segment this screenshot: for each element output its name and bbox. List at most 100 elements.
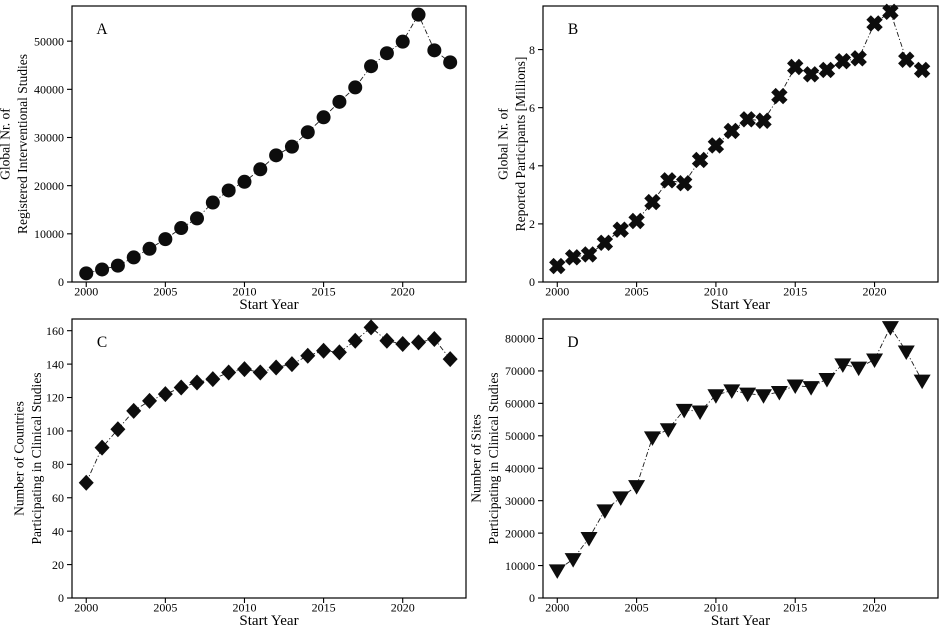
y-axis-label-line2: Participating in Clinical Studies (29, 372, 44, 544)
data-point-marker-triangle-down (770, 385, 788, 401)
y-tick-label: 80000 (505, 332, 535, 346)
data-point-marker-x (549, 257, 566, 275)
data-point-marker-x (882, 3, 899, 21)
data-point-marker-diamond (252, 364, 268, 381)
data-point-marker-triangle-down (834, 358, 852, 373)
x-tick-label: 2000 (545, 601, 569, 615)
data-point-marker-triangle-down (786, 379, 804, 395)
axes-frame (71, 5, 467, 283)
data-point-marker-x (564, 249, 582, 266)
y-tick-label: 4 (529, 159, 535, 173)
x-tick-label: 2020 (863, 601, 887, 615)
y-tick-label: 10000 (34, 227, 64, 241)
data-point-marker-x (755, 112, 772, 129)
data-point-marker-x (691, 151, 709, 169)
panel-a: 0 10000 20000 30000 40000 50000 2000 2005 2010 20… (0, 5, 467, 313)
data-point-marker-triangle-down (881, 321, 899, 336)
data-series-line (86, 13, 451, 274)
panel-letter: B (568, 21, 578, 38)
data-point-marker-circle (158, 232, 173, 247)
data-point-marker-circle (205, 195, 220, 210)
panel-letter: D (567, 334, 578, 351)
axes-frame (542, 5, 939, 283)
data-point-marker-x (707, 137, 725, 154)
y-tick-label: 0 (529, 591, 535, 605)
data-point-marker-x (596, 234, 614, 251)
x-tick-label: 2005 (153, 285, 177, 299)
y-axis-label-line1: Global Nr. of (0, 108, 13, 180)
data-point-marker-diamond (300, 347, 316, 364)
data-point-marker-circle (79, 266, 94, 281)
x-tick-label: 2010 (704, 285, 728, 299)
x-tick-label: 2015 (312, 285, 336, 299)
y-tick-label: 20 (52, 558, 64, 572)
data-point-marker-circle (253, 162, 268, 177)
data-point-marker-diamond (94, 439, 110, 456)
data-point-marker-x (675, 175, 693, 192)
data-point-marker-circle (190, 211, 205, 226)
y-tick-label: 70000 (505, 364, 535, 378)
data-point-marker-circle (126, 250, 141, 265)
data-point-marker-diamond (205, 371, 221, 388)
data-point-marker-triangle-down (643, 431, 661, 446)
x-tick-label: 2020 (391, 285, 415, 299)
y-tick-label: 8 (529, 43, 535, 57)
data-point-marker-triangle-down (818, 373, 836, 388)
y-tick-label: 40 (52, 524, 64, 538)
y-tick-label: 40000 (34, 83, 64, 97)
data-point-marker-diamond (442, 351, 458, 368)
y-axis-label-line1: Global Nr. of (496, 108, 511, 180)
data-series-line (85, 326, 451, 483)
x-tick-label: 2015 (783, 285, 807, 299)
data-point-marker-triangle-down (866, 353, 884, 369)
x-tick-label: 2015 (312, 601, 336, 615)
data-point-marker-triangle-down (580, 531, 598, 547)
data-point-marker-x (771, 87, 788, 105)
data-point-marker-x (802, 66, 820, 83)
data-point-marker-triangle-down (707, 389, 725, 404)
y-tick-label: 10000 (505, 559, 535, 573)
data-point-marker-x (660, 172, 677, 189)
data-series-line (557, 326, 923, 571)
x-tick-label: 2005 (153, 601, 177, 615)
data-point-marker-circle (379, 46, 394, 61)
axes-frame (71, 318, 467, 599)
data-point-marker-circle (284, 139, 299, 154)
data-point-marker-circle (316, 110, 331, 125)
data-series-line (557, 11, 923, 267)
y-tick-label: 100 (46, 424, 64, 438)
y-tick-label: 30000 (34, 131, 64, 145)
data-point-marker-triangle-down (850, 361, 868, 377)
data-point-marker-diamond (268, 359, 284, 376)
data-point-marker-diamond (78, 474, 94, 491)
data-point-marker-diamond (395, 336, 411, 353)
data-point-marker-triangle-down (691, 405, 709, 420)
y-tick-label: 20000 (505, 526, 535, 540)
x-axis-label: Start Year (239, 613, 298, 629)
panel-letter: A (96, 21, 108, 38)
y-tick-label: 50000 (505, 429, 535, 443)
data-point-marker-diamond (379, 332, 395, 349)
y-axis-label-line2: Reported Participants [Millions] (513, 57, 528, 232)
data-point-marker-triangle-down (755, 389, 773, 404)
data-point-marker-circle (443, 55, 458, 70)
data-point-marker-circle (174, 221, 189, 236)
y-tick-label: 140 (46, 357, 64, 371)
y-tick-label: 160 (46, 324, 64, 338)
data-point-marker-diamond (426, 331, 442, 348)
x-tick-label: 2020 (863, 285, 887, 299)
axes-frame (542, 318, 939, 599)
data-point-marker-x (644, 193, 661, 211)
x-tick-label: 2005 (625, 601, 649, 615)
panel-letter: C (97, 334, 107, 351)
data-point-marker-triangle-down (913, 374, 931, 390)
panel-b: 0 2 4 6 8 2000 2005 2010 2015 2020 B Start Year Glob… (496, 3, 939, 313)
panel-d: 0 10000 20000 30000 40000 50000 60000 70000 8000… (469, 318, 939, 629)
data-point-marker-circle (95, 262, 110, 277)
data-point-marker-diamond (189, 374, 205, 391)
data-point-marker-diamond (157, 386, 173, 403)
data-point-marker-x (580, 246, 598, 263)
data-point-marker-circle (332, 94, 347, 109)
y-tick-label: 120 (46, 391, 64, 405)
